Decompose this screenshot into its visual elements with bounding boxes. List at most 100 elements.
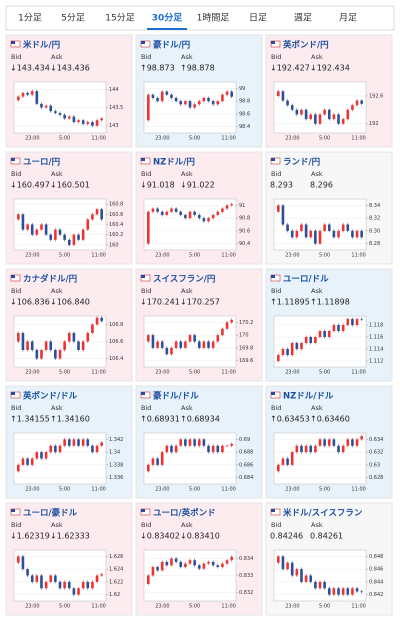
candle [58,581,62,589]
y-tick-label: 106.8 [109,322,123,328]
candle [290,562,294,576]
pair-title[interactable]: ユーロ/ドル [283,275,329,285]
pair-title[interactable]: 米ドル/円 [23,40,60,51]
candle [332,325,336,331]
candle [147,335,150,342]
ask-label: Ask [311,404,323,412]
candle [304,337,308,343]
pair-title[interactable]: 英ポンド/円 [282,40,329,51]
tab[interactable]: 週足 [294,13,312,24]
pair-title[interactable]: NZドル/円 [153,158,195,168]
candle [147,464,150,472]
ask-value: ↓0.83410 [180,532,220,541]
candle [327,331,331,337]
x-tick-label: 23:00 [155,370,169,376]
x-tick-label: 11:00 [221,487,235,493]
candle [323,581,326,589]
candle [304,575,308,582]
y-tick-label: 106.4 [109,356,123,362]
x-tick-label: 23:00 [285,604,299,610]
tab[interactable]: 15分足 [105,13,134,24]
candle [184,563,187,567]
y-tick-label: 1.116 [369,335,383,341]
candle [151,458,155,465]
tab[interactable]: 30分足 [152,12,184,24]
bid-value: ↑0.63453 [270,415,310,424]
y-tick-label: 0.688 [239,450,253,456]
candle [58,445,62,453]
bid-label: Bid [11,170,21,178]
candle [286,458,289,465]
x-tick-label: 5:00 [189,253,200,259]
candle [221,94,224,102]
bid-label: Bid [11,287,21,295]
tab[interactable]: 1時間足 [197,13,230,24]
ask-label: Ask [311,53,323,61]
candle [360,230,363,238]
candle [355,230,359,238]
candle [230,319,233,323]
pair-title[interactable]: 豪ドル/円 [153,40,190,51]
ask-label: Ask [181,53,193,61]
candle [72,116,76,123]
pair-title[interactable]: 豪ドル/ドル [153,391,199,402]
candle [193,439,196,446]
bid-label: Bid [271,287,281,295]
flag-icon-part [271,158,275,161]
y-tick-label: 0.634 [369,437,383,443]
x-tick-label: 11:00 [91,487,105,493]
candle [216,335,220,342]
candle [355,100,359,106]
y-tick-label: 1.626 [109,554,123,560]
pair-title[interactable]: 英ポンド/ドル [22,391,78,402]
ask-label: Ask [311,521,323,529]
pair-title[interactable]: NZドル/ドル [283,392,334,402]
candle [300,109,303,115]
candle [323,224,326,231]
pair-title[interactable]: ユーロ/豪ドル [23,508,78,519]
pair-title[interactable]: 米ドル/スイスフラン [283,508,363,519]
x-tick-label: 11:00 [351,370,365,376]
tab[interactable]: 日足 [249,13,267,24]
tab[interactable]: 月足 [339,13,357,24]
pair-title[interactable]: カナダドル/円 [23,274,77,285]
candle [193,211,196,215]
candle [318,439,322,446]
candle [156,341,159,348]
bid-label: Bid [141,170,151,178]
pair-title[interactable]: ユーロ/英ポンド [153,508,216,519]
y-tick-label: 160.4 [109,222,123,228]
candle [160,561,164,571]
y-tick-label: 1.622 [109,579,123,585]
candle [35,575,39,582]
x-tick-label: 5:00 [189,136,200,142]
x-tick-label: 5:00 [59,253,70,259]
candle [207,218,210,222]
x-tick-label: 5:00 [319,370,330,376]
y-tick-label: 170 [239,333,249,339]
pair-title[interactable]: スイスフラン/円 [153,275,215,285]
candle [337,114,340,124]
candle [165,347,169,355]
candle [21,214,25,230]
candle [346,224,350,231]
candle [286,562,289,570]
candle [156,458,159,465]
bid-value: 0.84246 [270,532,303,541]
x-tick-label: 5:00 [59,136,70,142]
y-tick-label: 98.8 [239,99,250,105]
tab[interactable]: 5分足 [61,13,85,24]
candle [160,341,164,348]
candle [91,324,94,333]
tab[interactable]: 1分足 [18,13,42,24]
x-tick-label: 23:00 [25,253,39,259]
candle [151,94,155,98]
pair-title[interactable]: ランド/円 [283,158,320,168]
candle [351,105,354,110]
candle [67,239,71,245]
pair-title[interactable]: ユーロ/円 [23,158,60,168]
candle [309,575,313,582]
candle [211,445,215,453]
candle [221,563,224,567]
x-tick-label: 23:00 [285,136,299,142]
